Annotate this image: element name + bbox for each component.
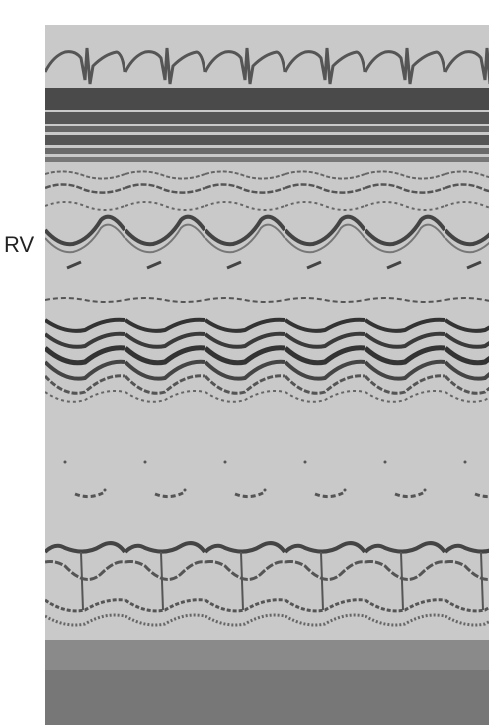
page: RV (() => { const data = JSON.parse(docu… [0,0,489,727]
m-mode-echo: RV [0,0,489,727]
rv-label: RV [4,232,34,257]
echo-image [45,25,489,725]
